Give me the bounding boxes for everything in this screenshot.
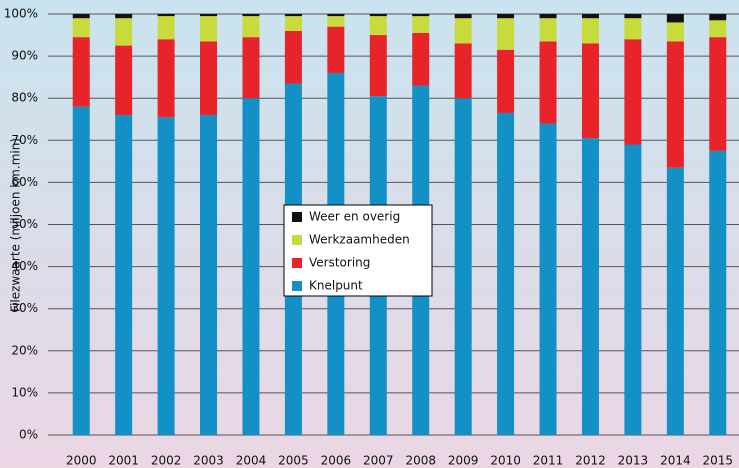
bar-segment — [412, 16, 430, 33]
bar-segment — [624, 39, 642, 145]
bar-segment — [666, 167, 684, 436]
bar-segment — [497, 49, 515, 113]
bar-segment — [497, 112, 515, 435]
bar-segment — [284, 16, 302, 31]
bar-segment — [666, 22, 684, 42]
bar-segment — [581, 14, 599, 19]
legend-swatch — [292, 281, 302, 291]
bar-segment — [157, 16, 175, 40]
y-tick-label: 70% — [11, 133, 38, 147]
x-tick-label: 2011 — [533, 454, 564, 468]
bar-segment — [284, 30, 302, 84]
y-tick-label: 10% — [11, 385, 38, 399]
legend-swatch — [292, 235, 302, 245]
bar-segment — [72, 18, 90, 38]
y-tick-label: 20% — [11, 343, 38, 357]
bar-segment — [157, 14, 175, 17]
bar-segment — [709, 37, 727, 151]
x-tick-label: 2003 — [193, 454, 224, 468]
bar-segment — [709, 20, 727, 38]
bar-segment — [539, 123, 557, 436]
legend-box — [283, 204, 433, 297]
y-tick-label: 40% — [11, 259, 38, 273]
legend-swatch — [292, 258, 302, 268]
y-tick-label: 30% — [11, 301, 38, 315]
bar-segment — [412, 32, 430, 86]
bar-segment — [200, 41, 218, 116]
x-tick-label: 2002 — [151, 454, 182, 468]
bar-segment — [539, 18, 557, 42]
legend-label: Verstoring — [309, 256, 370, 270]
bar-segment — [327, 14, 345, 17]
legend-label: Knelpunt — [309, 279, 363, 293]
bar-segment — [242, 37, 260, 99]
legend-swatch — [292, 212, 302, 222]
bar-segment — [666, 14, 684, 23]
x-tick-label: 2000 — [66, 454, 97, 468]
bar-segment — [242, 14, 260, 17]
bar-segment — [666, 41, 684, 168]
bar-segment — [157, 39, 175, 118]
y-tick-label: 60% — [11, 175, 38, 189]
bar-segment — [709, 14, 727, 21]
bar-segment — [369, 14, 387, 17]
bar-segment — [369, 16, 387, 36]
bar-segment — [157, 117, 175, 436]
legend-label: Weer en overig — [309, 210, 400, 224]
bar-segment — [624, 14, 642, 19]
bar-segment — [454, 43, 472, 99]
bar-segment — [200, 14, 218, 17]
y-tick-label: 50% — [11, 217, 38, 231]
bar-segment — [200, 16, 218, 42]
bar-segment — [581, 138, 599, 435]
legend-label: Werkzaamheden — [309, 233, 410, 247]
bar-segment — [72, 14, 90, 19]
x-tick-label: 2013 — [618, 454, 649, 468]
bar-segment — [115, 45, 133, 116]
x-tick-label: 2010 — [490, 454, 521, 468]
bar-segment — [539, 14, 557, 19]
x-tick-label: 2001 — [108, 454, 139, 468]
x-tick-label: 2004 — [236, 454, 267, 468]
y-tick-label: 90% — [11, 49, 38, 63]
bar-segment — [72, 106, 90, 436]
x-tick-label: 2015 — [703, 454, 734, 468]
bar-segment — [284, 14, 302, 17]
x-tick-label: 2014 — [660, 454, 691, 468]
bar-segment — [454, 14, 472, 19]
bar-segment — [242, 98, 260, 435]
bar-segment — [115, 14, 133, 19]
bar-segment — [412, 14, 430, 17]
bar-segment — [242, 16, 260, 38]
x-tick-label: 2006 — [321, 454, 352, 468]
bar-segment — [624, 144, 642, 435]
bar-segment — [327, 16, 345, 27]
bar-segment — [369, 35, 387, 97]
y-tick-label: 80% — [11, 91, 38, 105]
x-tick-label: 2008 — [405, 454, 436, 468]
bar-segment — [72, 37, 90, 107]
bar-segment — [200, 115, 218, 435]
bar-segment — [709, 150, 727, 435]
x-tick-label: 2007 — [363, 454, 394, 468]
bar-segment — [539, 41, 557, 124]
bar-segment — [497, 14, 515, 19]
bar-segment — [454, 18, 472, 44]
x-tick-label: 2005 — [278, 454, 309, 468]
bar-segment — [624, 18, 642, 40]
bar-segment — [327, 26, 345, 73]
bar-segment — [115, 18, 133, 46]
x-tick-label: 2012 — [575, 454, 606, 468]
bar-segment — [581, 18, 599, 44]
bar-segment — [454, 98, 472, 435]
y-tick-label: 0% — [19, 428, 38, 442]
bar-segment — [115, 115, 133, 435]
y-tick-label: 100% — [4, 7, 38, 21]
bar-segment — [581, 43, 599, 139]
bar-segment — [497, 18, 515, 50]
y-axis-title: Filezwaarte (miljoen km.min) — [9, 138, 23, 312]
x-tick-label: 2009 — [448, 454, 479, 468]
